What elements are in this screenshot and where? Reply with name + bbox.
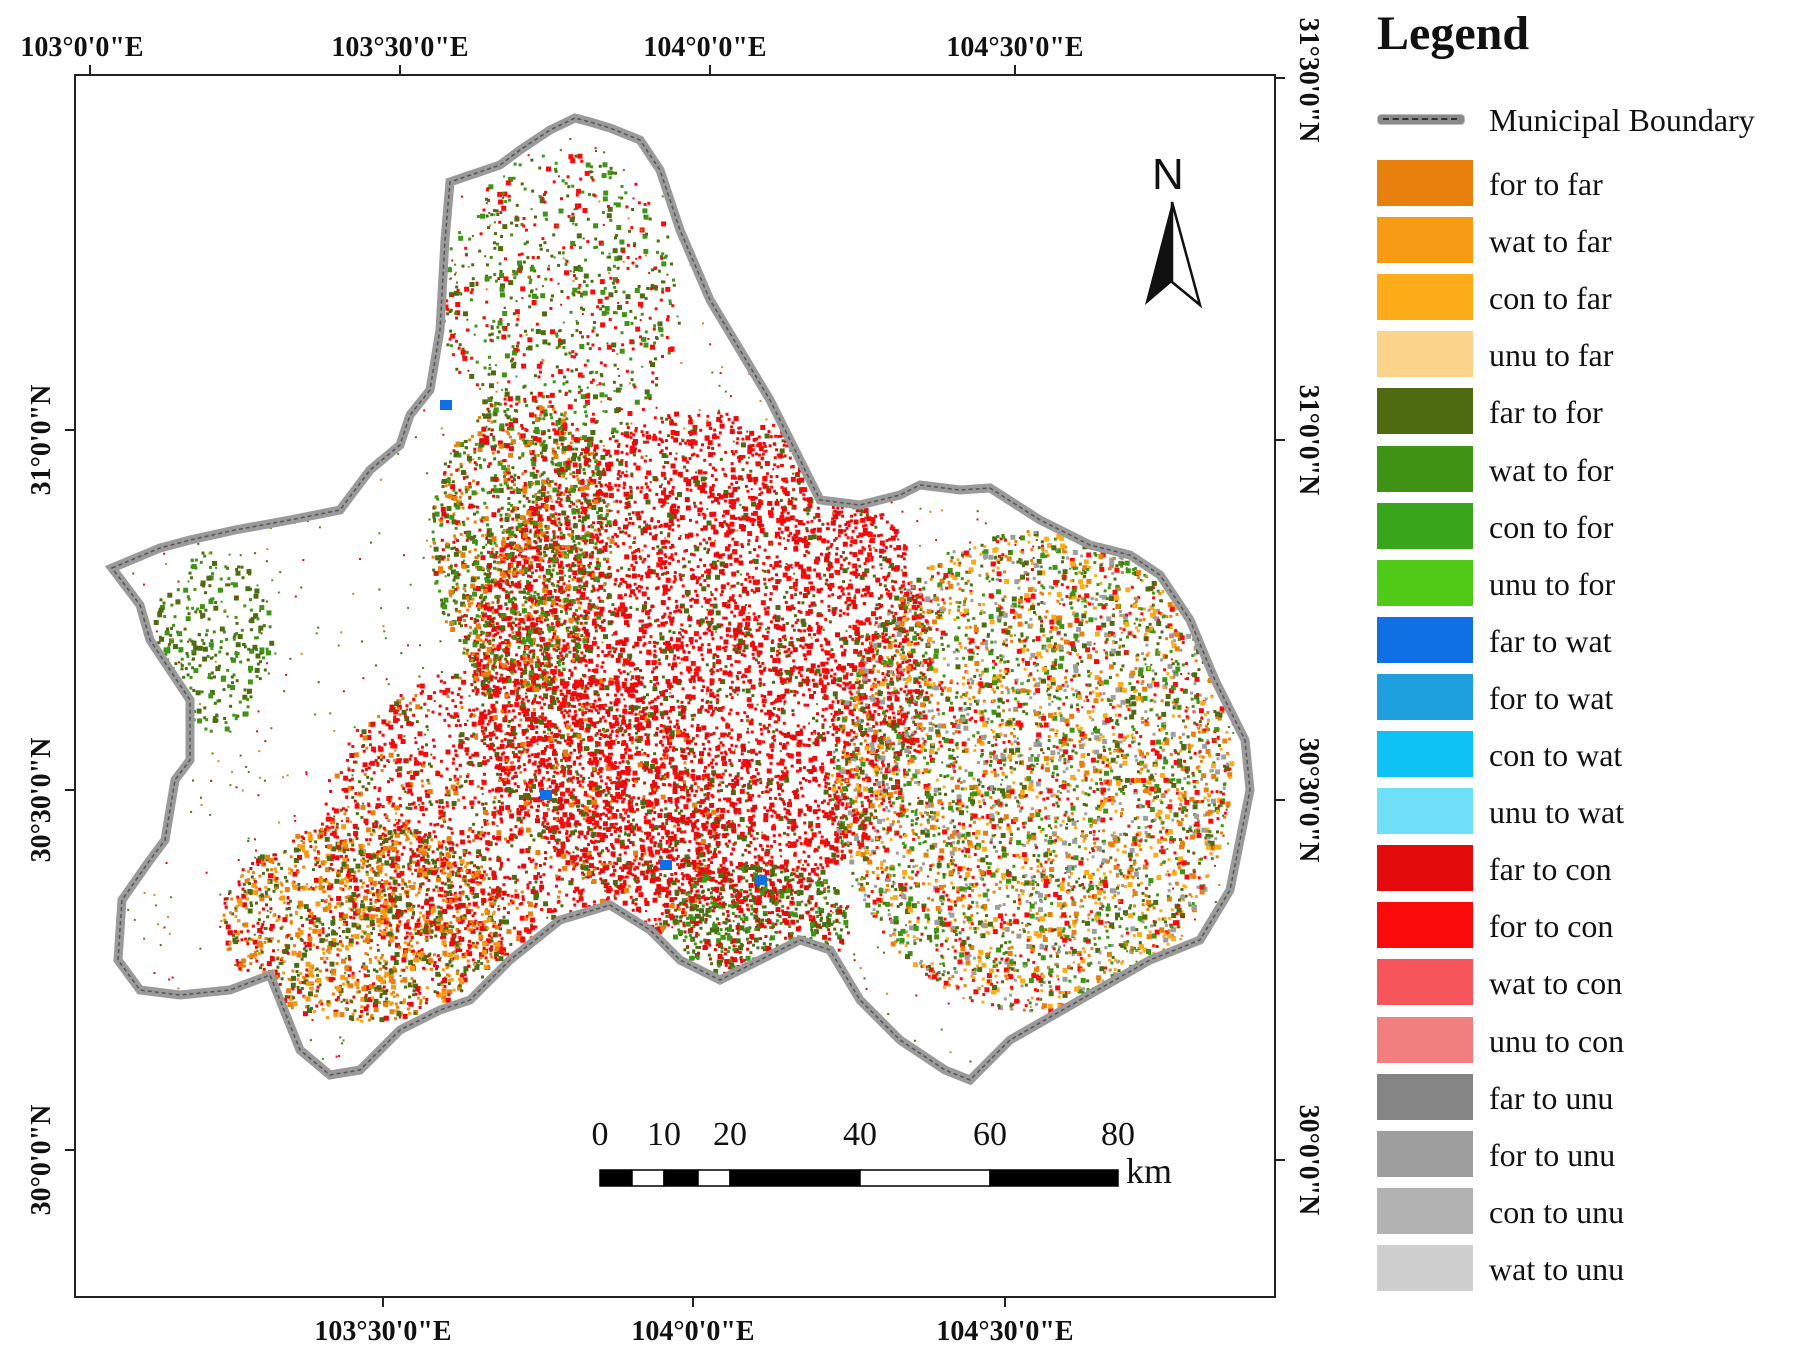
legend-label: for to unu bbox=[1489, 1136, 1616, 1173]
legend-label: far to unu bbox=[1489, 1079, 1614, 1116]
legend-item: unu to wat bbox=[1377, 788, 1787, 836]
bottom-lon-label: 104°0'0"E bbox=[631, 1316, 754, 1347]
legend-label: con to wat bbox=[1489, 737, 1623, 773]
scale-bar bbox=[599, 1169, 1119, 1187]
legend-item: con to unu bbox=[1377, 1187, 1787, 1236]
legend-boundary-item: Municipal Boundary bbox=[1377, 100, 1791, 144]
legend-label: wat to for bbox=[1489, 451, 1614, 488]
legend-label: unu to wat bbox=[1489, 794, 1625, 831]
legend-label: unu to for bbox=[1489, 565, 1616, 602]
legend-label: con to unu bbox=[1489, 1193, 1625, 1230]
legend-swatch bbox=[1377, 388, 1473, 435]
legend-swatch bbox=[1377, 616, 1473, 663]
legend-label: con to for bbox=[1489, 508, 1614, 545]
legend-swatch bbox=[1377, 902, 1473, 949]
left-lat-label: 30°0'0"N bbox=[26, 1105, 57, 1216]
legend-item: con to wat bbox=[1377, 731, 1787, 779]
legend-swatch bbox=[1377, 788, 1473, 835]
legend-swatch bbox=[1377, 1130, 1473, 1177]
legend-label: for to far bbox=[1489, 166, 1603, 202]
legend-swatch bbox=[1377, 502, 1473, 549]
legend-swatch bbox=[1377, 559, 1473, 606]
scale-tick-label: 0 bbox=[591, 1116, 609, 1153]
bottom-lon-label: 104°30'0"E bbox=[936, 1316, 1073, 1347]
left-lat-label: 30°30'0"N bbox=[26, 738, 57, 863]
legend-swatch bbox=[1377, 1073, 1473, 1120]
legend-item: con to for bbox=[1377, 502, 1787, 551]
legend-swatch bbox=[1377, 1016, 1473, 1063]
legend-item: wat to unu bbox=[1377, 1244, 1787, 1293]
legend-swatch bbox=[1377, 217, 1473, 264]
scale-tick-label: 60 bbox=[973, 1116, 1007, 1153]
right-lat-label: 31°30'0"N bbox=[1293, 18, 1324, 143]
legend-label: wat to far bbox=[1489, 223, 1612, 260]
top-lon-label: 104°30'0"E bbox=[946, 32, 1083, 63]
legend-swatch bbox=[1377, 160, 1473, 206]
legend-item: wat to for bbox=[1377, 445, 1787, 494]
legend-item: for to wat bbox=[1377, 673, 1787, 722]
legend-item: wat to far bbox=[1377, 217, 1787, 265]
legend-label: wat to unu bbox=[1489, 1250, 1625, 1287]
bottom-lon-label: 103°30'0"E bbox=[314, 1316, 451, 1347]
legend-label: unu to con bbox=[1489, 1022, 1625, 1059]
scale-tick-label: 40 bbox=[843, 1116, 877, 1153]
tick-marks bbox=[65, 65, 1285, 1307]
right-lat-label: 31°0'0"N bbox=[1293, 385, 1324, 496]
legend-label: wat to con bbox=[1489, 965, 1623, 1002]
scale-tick-label: 80 bbox=[1101, 1116, 1135, 1153]
legend-item: far to con bbox=[1377, 845, 1787, 893]
legend-label: far to wat bbox=[1489, 622, 1612, 659]
legend-item: for to con bbox=[1377, 902, 1787, 950]
top-lon-label: 103°0'0"E bbox=[20, 32, 143, 63]
legend-swatch bbox=[1377, 731, 1473, 777]
legend-item: for to unu bbox=[1377, 1130, 1787, 1179]
legend-swatch bbox=[1377, 959, 1473, 1006]
legend-label: con to far bbox=[1489, 280, 1612, 317]
legend-item: con to far bbox=[1377, 274, 1787, 322]
top-lon-label: 104°0'0"E bbox=[643, 32, 766, 63]
legend-item: unu to con bbox=[1377, 1016, 1787, 1065]
scale-tick-label: 20 bbox=[713, 1116, 747, 1153]
top-lon-label: 103°30'0"E bbox=[331, 32, 468, 63]
legend-item: far to unu bbox=[1377, 1073, 1787, 1122]
north-arrow-icon bbox=[1145, 201, 1203, 309]
legend-title: Legend bbox=[1377, 7, 1530, 60]
scale-unit: km bbox=[1126, 1151, 1173, 1191]
legend-swatch bbox=[1377, 845, 1473, 892]
legend-label: unu to far bbox=[1489, 337, 1614, 374]
legend-swatch bbox=[1377, 274, 1473, 321]
legend-label: far to for bbox=[1489, 394, 1603, 431]
boundary-dash-symbol bbox=[1383, 118, 1457, 120]
legend-swatch bbox=[1377, 1187, 1473, 1234]
legend-label: for to wat bbox=[1489, 679, 1614, 716]
legend-item: unu to far bbox=[1377, 331, 1787, 379]
right-lat-label: 30°0'0"N bbox=[1293, 1105, 1324, 1216]
legend-item: wat to con bbox=[1377, 959, 1787, 1007]
left-lat-label: 31°0'0"N bbox=[26, 385, 57, 496]
legend-swatch bbox=[1377, 445, 1473, 492]
legend-item: far to for bbox=[1377, 388, 1787, 436]
legend-item: unu to for bbox=[1377, 559, 1787, 608]
legend-swatch bbox=[1377, 331, 1473, 378]
legend-swatch bbox=[1377, 1244, 1473, 1291]
right-lat-label: 30°30'0"N bbox=[1293, 738, 1324, 863]
legend-label: far to con bbox=[1489, 851, 1612, 888]
boundary-label: Municipal Boundary bbox=[1489, 102, 1755, 138]
legend-label: for to con bbox=[1489, 908, 1614, 945]
legend-item: for to far bbox=[1377, 160, 1787, 208]
legend-swatch bbox=[1377, 673, 1473, 720]
legend-item: far to wat bbox=[1377, 616, 1787, 665]
north-label: N bbox=[1152, 150, 1184, 199]
scale-tick-label: 10 bbox=[647, 1116, 681, 1153]
